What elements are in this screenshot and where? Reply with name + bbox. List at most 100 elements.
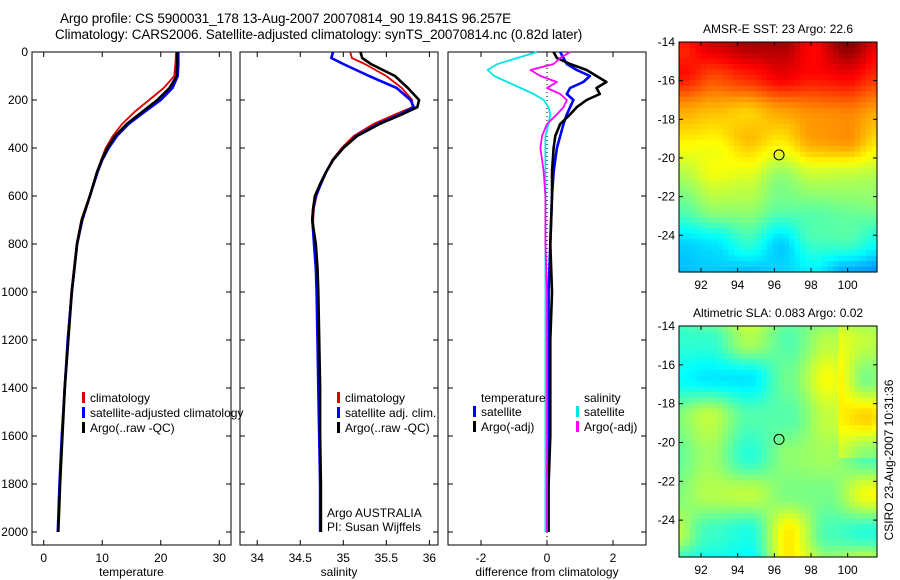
heatmap-cell: [745, 42, 752, 49]
heatmap-cell: [822, 129, 829, 136]
heatmap-cell: [728, 425, 735, 432]
heatmap-cell: [778, 129, 785, 136]
heatmap-cell: [844, 195, 851, 202]
heatmap-cell: [690, 419, 697, 426]
heatmap-cell: [811, 102, 818, 109]
y-tick-label: 1800: [1, 477, 28, 491]
heatmap-cell: [706, 124, 713, 131]
heatmap-cell: [723, 52, 730, 60]
heatmap-cell: [822, 480, 829, 487]
heatmap-cell: [789, 551, 796, 558]
heatmap-cell: [717, 507, 724, 514]
heatmap-cell: [701, 375, 708, 382]
heatmap-cell: [871, 118, 878, 125]
heatmap-cell: [734, 184, 741, 191]
heatmap-cell: [717, 480, 724, 487]
heatmap-cell: [734, 47, 741, 54]
heatmap-cell: [805, 124, 812, 131]
heatmap-cell: [833, 370, 840, 377]
heatmap-cell: [827, 113, 834, 120]
heatmap-cell: [723, 211, 730, 218]
heatmap-cell: [756, 42, 763, 49]
heatmap-cell: [734, 206, 741, 213]
heatmap-cell: [684, 386, 691, 393]
heatmap-cell: [712, 140, 719, 147]
heatmap-cell: [734, 337, 741, 344]
heatmap-cell: [712, 222, 719, 229]
heatmap-cell: [838, 63, 845, 70]
heatmap-cell: [833, 255, 840, 262]
heatmap-cell: [833, 540, 840, 547]
heatmap-cell: [695, 211, 702, 218]
heatmap-cell: [734, 195, 741, 202]
heatmap-cell: [695, 452, 702, 459]
heatmap-cell: [827, 342, 834, 349]
heatmap-cell: [844, 359, 851, 366]
heatmap-cell: [816, 447, 823, 454]
heatmap-cell: [816, 485, 823, 492]
heatmap-cell: [833, 135, 840, 142]
heatmap-cell: [767, 118, 774, 125]
heatmap-cell: [844, 162, 851, 169]
heatmap-cell: [849, 463, 856, 470]
heatmap-cell: [778, 386, 785, 393]
heatmap-cell: [778, 359, 785, 366]
heatmap-cell: [761, 370, 768, 377]
heatmap-cell: [849, 85, 856, 92]
heatmap-cell: [690, 58, 697, 65]
heatmap-cell: [706, 529, 713, 536]
heatmap-cell: [734, 485, 741, 492]
heatmap-cell: [866, 217, 873, 224]
heatmap-cell: [838, 211, 845, 218]
heatmap-cell: [767, 458, 774, 465]
heatmap-cell: [833, 480, 840, 487]
heatmap-cell: [789, 502, 796, 509]
heatmap-cell: [816, 513, 823, 520]
heatmap-cell: [767, 80, 774, 87]
heatmap-cell: [827, 496, 834, 503]
heatmap-cell: [811, 419, 818, 426]
heatmap-cell: [855, 140, 862, 147]
heatmap-cell: [816, 430, 823, 437]
heatmap-cell: [739, 386, 746, 393]
heatmap-cell: [833, 217, 840, 224]
heatmap-cell: [695, 184, 702, 191]
heatmap-cell: [706, 206, 713, 213]
heatmap-cell: [871, 469, 878, 476]
heatmap-cell: [695, 353, 702, 360]
heatmap-cell: [833, 222, 840, 229]
heatmap-cell: [811, 250, 818, 257]
heatmap-cell: [772, 524, 779, 531]
heatmap-cell: [855, 397, 862, 404]
heatmap-cell: [866, 518, 873, 525]
heatmap-cell: [822, 469, 829, 476]
heatmap-cell: [723, 189, 730, 196]
heatmap-cell: [772, 200, 779, 207]
heatmap-cell: [706, 96, 713, 103]
heatmap-cell: [822, 157, 829, 164]
heatmap-cell: [750, 342, 757, 349]
heatmap-cell: [745, 491, 752, 498]
heatmap-cell: [712, 206, 719, 213]
heatmap-cell: [811, 189, 818, 196]
heatmap-cell: [761, 178, 768, 185]
heatmap-cell: [789, 58, 796, 65]
heatmap-cell: [679, 178, 686, 185]
heatmap-cell: [756, 414, 763, 421]
heatmap-cell: [690, 469, 697, 476]
heatmap-cell: [723, 425, 730, 432]
heatmap-cell: [783, 261, 790, 268]
heatmap-cell: [734, 370, 741, 377]
heatmap-cell: [684, 408, 691, 415]
heatmap-cell: [695, 529, 702, 536]
heatmap-cell: [695, 414, 702, 421]
heatmap-cell: [712, 535, 719, 542]
heatmap-cell: [783, 524, 790, 531]
heatmap-cell: [800, 485, 807, 492]
heatmap-cell: [778, 397, 785, 404]
heatmap-cell: [761, 157, 768, 164]
heatmap-cell: [805, 491, 812, 498]
heatmap-cell: [772, 540, 779, 547]
heatmap-cell: [822, 244, 829, 251]
heatmap-cell: [701, 419, 708, 426]
